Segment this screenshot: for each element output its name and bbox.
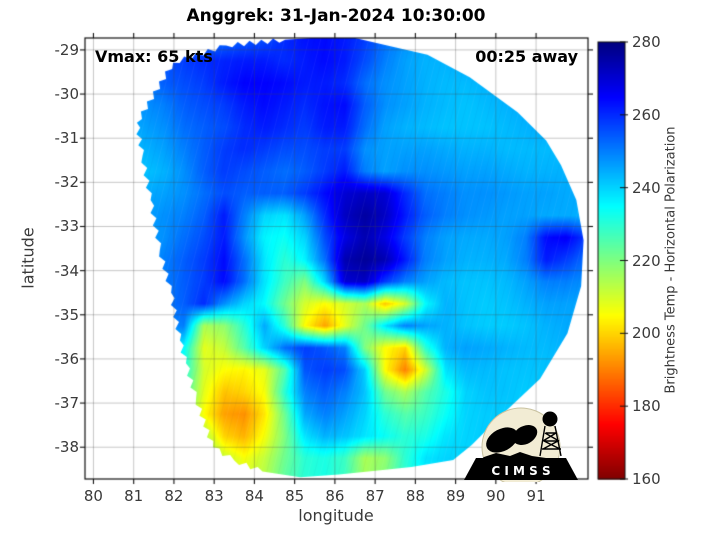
x-tick-label: 91 — [526, 487, 546, 505]
x-axis-label: longitude — [298, 506, 374, 525]
x-tick-label: 89 — [446, 487, 466, 505]
y-tick-label: -34 — [54, 261, 80, 280]
colorbar-tick-label: 240 — [632, 178, 661, 197]
plot-title: Anggrek: 31-Jan-2024 10:30:00 — [186, 6, 486, 26]
x-tick-label: 84 — [244, 487, 264, 505]
satellite-dish-icon — [486, 427, 518, 453]
y-tick-label: -36 — [54, 349, 80, 368]
x-tick-label: 83 — [204, 487, 224, 505]
vmax-annotation: Vmax: 65 kts — [95, 47, 213, 66]
y-tick-label: -33 — [54, 217, 80, 236]
x-tick-label: 86 — [325, 487, 345, 505]
x-tick-label: 90 — [486, 487, 506, 505]
y-tick-label: -38 — [54, 438, 80, 457]
water-tower-icon — [539, 425, 562, 457]
cimss-logo: C I M S S — [464, 407, 578, 482]
y-tick-label: -32 — [54, 173, 80, 192]
y-tick-label: -37 — [54, 394, 80, 413]
logo-banner — [464, 458, 578, 480]
y-tick-label: -30 — [54, 85, 80, 104]
x-tick-label: 85 — [285, 487, 305, 505]
colorbar-tick-label: 160 — [632, 470, 661, 488]
x-tick-label: 88 — [405, 487, 425, 505]
y-tick-label: -35 — [54, 305, 80, 324]
colorbar-tick-label: 280 — [632, 33, 661, 51]
x-tick-label: 82 — [164, 487, 184, 505]
colorbar-tick-label: 220 — [632, 251, 661, 270]
y-tick-label: -31 — [54, 129, 80, 148]
y-tick-label: -29 — [54, 40, 80, 59]
x-tick-label: 81 — [124, 487, 144, 505]
colorbar-tick-label: 180 — [632, 397, 661, 416]
satellite-dish-icon-2 — [512, 424, 538, 446]
x-tick-label: 80 — [83, 487, 103, 505]
logo-banner-text: C I M S S — [491, 464, 550, 478]
colorbar-tick-label: 260 — [632, 105, 661, 124]
colorbar-label: Brightness Temp - Horizontal Polarizatio… — [663, 126, 679, 394]
colorbar-tick-label: 200 — [632, 324, 661, 343]
eta-annotation: 00:25 away — [475, 47, 578, 66]
x-tick-label: 87 — [365, 487, 385, 505]
water-tower-ball — [542, 411, 558, 427]
